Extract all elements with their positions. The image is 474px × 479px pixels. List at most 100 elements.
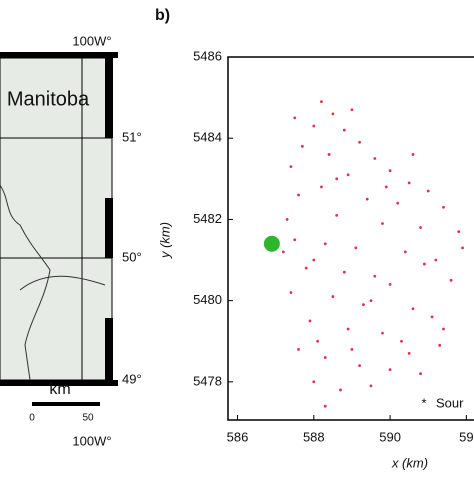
- source-point: [293, 238, 297, 242]
- y-tick-label: 5478: [193, 373, 222, 388]
- source-point: [381, 222, 384, 225]
- source-point: [381, 331, 384, 335]
- river: [19, 275, 106, 291]
- source-point: [426, 189, 430, 193]
- source-point: [312, 124, 316, 128]
- source-point: [350, 347, 354, 351]
- x-tick-label: 59: [459, 429, 473, 444]
- source-point: [331, 295, 335, 298]
- source-point: [323, 404, 327, 408]
- lat-label: 51°: [122, 129, 142, 144]
- source-point: [323, 242, 327, 246]
- source-point: [312, 380, 316, 384]
- source-point: [281, 250, 285, 254]
- river: [0, 184, 51, 381]
- lon-label: 100W°: [72, 33, 111, 48]
- source-point: [461, 246, 464, 250]
- y-tick-label: 5486: [193, 48, 222, 63]
- source-point: [442, 205, 445, 209]
- source-point: [339, 388, 342, 392]
- source-point: [400, 339, 403, 343]
- map-area: [0, 57, 113, 381]
- source-point: [361, 303, 365, 307]
- source-point: [396, 201, 400, 205]
- source-point: [373, 274, 377, 278]
- source-point: [388, 368, 392, 372]
- scale-unit: km: [49, 381, 70, 398]
- source-point: [411, 307, 415, 311]
- source-point: [411, 153, 415, 156]
- map-frame: [0, 52, 118, 58]
- y-tick-label: 5484: [193, 130, 222, 145]
- source-point: [346, 327, 350, 331]
- region-label: Manitoba: [7, 88, 90, 110]
- source-point: [407, 352, 411, 355]
- source-point: [335, 177, 339, 181]
- source-point: [354, 246, 358, 250]
- source-point: [419, 226, 423, 229]
- source-point: [323, 356, 327, 359]
- source-point: [342, 128, 346, 132]
- y-axis-label: y (km): [157, 222, 172, 259]
- x-tick-label: 586: [227, 429, 249, 444]
- source-point: [312, 258, 316, 262]
- map-panel: 100W° 100W° Manitoba 51° 50° 49° km 0 50: [0, 33, 142, 448]
- source-point: [449, 278, 453, 282]
- source-point: [289, 165, 293, 169]
- lon-label: 100W°: [72, 433, 111, 448]
- source-point: [342, 270, 346, 274]
- scale-box: [0, 386, 118, 430]
- source-point: [365, 197, 369, 201]
- lat-label: 50°: [122, 249, 142, 264]
- source-point: [297, 193, 300, 197]
- y-tick-label: 5482: [193, 211, 222, 226]
- source-point: [438, 343, 442, 347]
- scale-tick: 0: [29, 413, 35, 424]
- source-point: [388, 282, 392, 286]
- source-point: [331, 112, 335, 116]
- legend-label: Sour: [436, 395, 464, 410]
- scale-tick: 50: [82, 413, 94, 424]
- plot-frame: [227, 56, 474, 421]
- source-point: [316, 339, 320, 343]
- station-point: [263, 235, 280, 252]
- y-tick-label: 5480: [193, 292, 222, 307]
- legend-marker: *: [421, 395, 426, 410]
- source-point: [350, 108, 354, 112]
- source-point: [388, 169, 392, 173]
- source-point: [293, 116, 297, 120]
- source-point: [346, 173, 350, 177]
- source-point: [285, 218, 289, 221]
- source-point: [327, 153, 331, 156]
- source-point: [297, 347, 300, 351]
- source-point: [300, 144, 304, 148]
- source-point: [335, 213, 339, 217]
- map-frame: [0, 380, 118, 386]
- source-point: [369, 384, 373, 388]
- source-point: [358, 364, 361, 367]
- map-frame: [105, 318, 113, 380]
- source-point: [457, 230, 461, 233]
- source-point: [373, 157, 377, 160]
- source-point: [358, 140, 361, 144]
- source-point: [442, 327, 445, 331]
- source-point: [304, 266, 308, 270]
- map-frame: [105, 58, 113, 138]
- source-point: [308, 319, 312, 323]
- panel-label: b): [155, 7, 170, 24]
- source-point: [369, 299, 373, 303]
- source-point: [403, 250, 407, 254]
- source-point: [320, 100, 323, 104]
- source-point: [434, 258, 438, 262]
- source-point: [320, 185, 323, 189]
- x-tick-label: 590: [379, 429, 401, 444]
- map-frame: [105, 198, 113, 258]
- source-point: [289, 291, 293, 294]
- lat-label: 49°: [122, 371, 142, 386]
- source-point: [419, 372, 423, 376]
- source-point: [384, 185, 388, 189]
- source-point: [423, 262, 426, 266]
- source-point: [430, 315, 434, 319]
- x-tick-label: 588: [303, 429, 325, 444]
